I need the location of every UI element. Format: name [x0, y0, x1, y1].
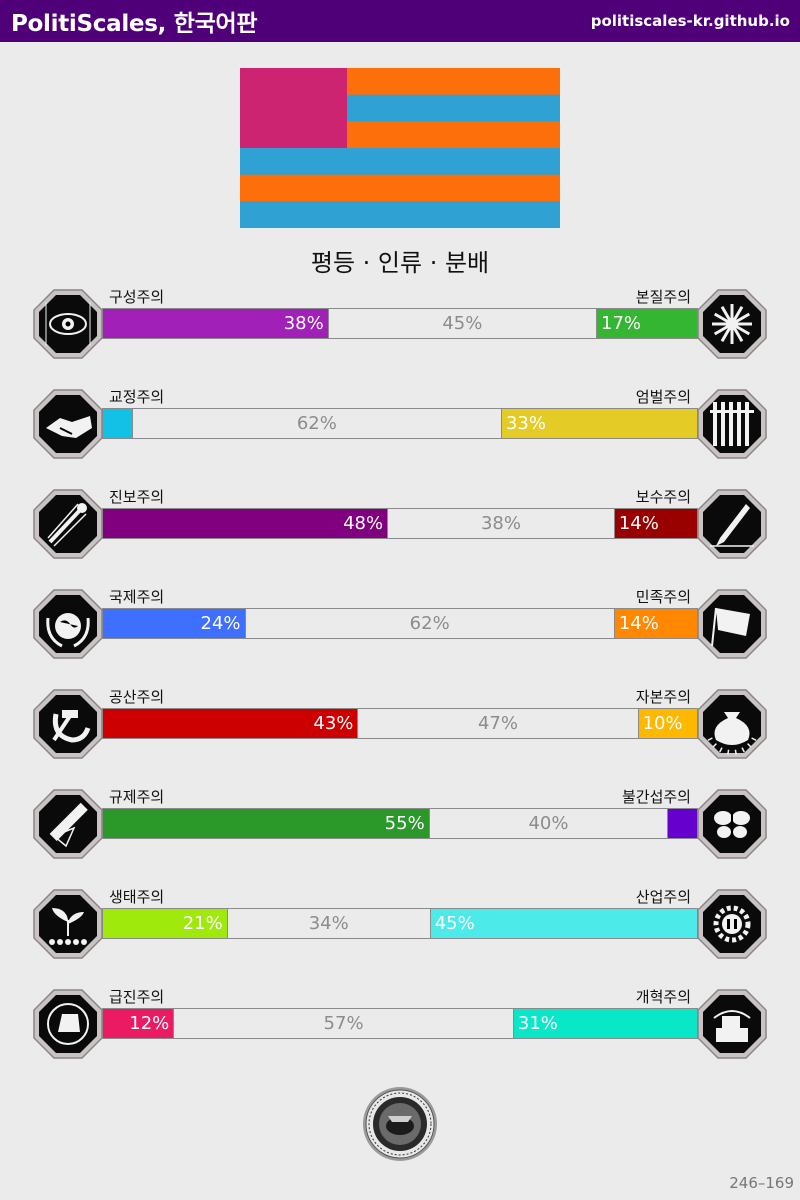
axis-row: 24% 62% 14% 국제주의 민족주의: [0, 588, 800, 678]
axis-left-label: 국제주의: [109, 588, 165, 606]
flag-icon: [696, 588, 768, 660]
axis-row: 21% 34% 45% 생태주의 산업주의: [0, 888, 800, 978]
axis-bar: 38% 45% 17%: [102, 308, 698, 339]
axis-left-segment: 24%: [103, 609, 246, 638]
axis-left-segment: 21%: [103, 909, 228, 938]
axis-right-label: 보수주의: [635, 488, 691, 506]
axis-neutral-segment: 38%: [480, 513, 521, 534]
axis-neutral-segment: 47%: [477, 713, 518, 734]
top-bar: PolitiScales, 한국어판 politiscales-kr.githu…: [0, 0, 800, 42]
axis-bar: 43% 47% 10%: [102, 708, 698, 739]
result-flag: [240, 68, 560, 228]
axis-row: 38% 45% 17% 구성주의 본질주의: [0, 288, 800, 378]
axis-bar: 55% 40%: [102, 808, 698, 839]
axis-right-segment: 10%: [637, 709, 697, 738]
axis-left-label: 공산주의: [109, 688, 165, 706]
axis-neutral-segment: 62%: [409, 613, 450, 634]
axis-right-label: 자본주의: [635, 688, 691, 706]
axis-right-label: 산업주의: [635, 888, 691, 906]
flag-stripe: [240, 148, 560, 176]
axis-bar: 24% 62% 14%: [102, 608, 698, 639]
eye-icon: [32, 288, 104, 360]
axis-bar: 21% 34% 45%: [102, 908, 698, 939]
axis-bar: 12% 57% 31%: [102, 1008, 698, 1039]
gear-icon: [696, 888, 768, 960]
axis-neutral-segment: 40%: [528, 813, 569, 834]
seal-emblem-icon: [363, 1087, 437, 1161]
axis-neutral-segment: 57%: [323, 1013, 364, 1034]
axis-left-segment: 38%: [103, 309, 329, 338]
hammer-sickle-icon: [32, 688, 104, 760]
globe-wreath-icon: [32, 588, 104, 660]
axis-right-label: 엄벌주의: [635, 388, 691, 406]
axis-right-segment: 17%: [596, 309, 697, 338]
site-url-link[interactable]: politiscales-kr.github.io: [590, 12, 790, 30]
axis-right-label: 본질주의: [635, 288, 691, 306]
axis-left-segment: 48%: [103, 509, 389, 538]
axis-right-segment: 14%: [613, 509, 697, 538]
fist-icon: [32, 988, 104, 1060]
money-bag-icon: [696, 688, 768, 760]
axis-right-label: 민족주의: [635, 588, 691, 606]
axis-left-segment: [103, 409, 133, 438]
flower-icon: [696, 288, 768, 360]
comet-icon: [32, 488, 104, 560]
sprout-icon: [32, 888, 104, 960]
axis-left-label: 교정주의: [109, 388, 165, 406]
axis-neutral-segment: 45%: [442, 313, 483, 334]
axis-row: 62% 33% 교정주의 엄벌주의: [0, 388, 800, 478]
ballot-box-icon: [696, 988, 768, 1060]
axis-left-segment: 43%: [103, 709, 359, 738]
axis-neutral-segment: 62%: [296, 413, 337, 434]
ideology-title: 평등 · 인류 · 분배: [310, 249, 490, 277]
axis-row: 48% 38% 14% 진보주의 보수주의: [0, 488, 800, 578]
butterfly-icon: [696, 788, 768, 860]
axis-left-segment: 55%: [103, 809, 430, 838]
axis-row: 12% 57% 31% 급진주의 개혁주의: [0, 988, 800, 1078]
axis-right-label: 개혁주의: [635, 988, 691, 1006]
axis-left-segment: 12%: [103, 1009, 175, 1038]
axis-right-segment: 45%: [429, 909, 697, 938]
ruler-icon: [32, 788, 104, 860]
axis-right-segment: 14%: [613, 609, 697, 638]
axis-left-label: 진보주의: [109, 488, 165, 506]
axis-neutral-segment: 34%: [308, 913, 349, 934]
flag-stripe: [240, 201, 560, 228]
axis-bar: 48% 38% 14%: [102, 508, 698, 539]
axis-left-label: 생태주의: [109, 888, 165, 906]
axis-bar: 62% 33%: [102, 408, 698, 439]
flag-canton: [240, 68, 347, 148]
axis-right-segment: 31%: [512, 1009, 697, 1038]
flag-stripe: [240, 174, 560, 202]
handshake-icon: [32, 388, 104, 460]
axis-row: 43% 47% 10% 공산주의 자본주의: [0, 688, 800, 778]
axis-right-label: 불간섭주의: [621, 788, 691, 806]
prison-bars-icon: [696, 388, 768, 460]
axis-right-segment: 33%: [500, 409, 697, 438]
axis-left-label: 급진주의: [109, 988, 165, 1006]
axis-left-label: 구성주의: [109, 288, 165, 306]
app-title: PolitiScales, 한국어판: [11, 11, 258, 37]
axis-left-label: 규제주의: [109, 788, 165, 806]
result-code: 246–169: [729, 1174, 794, 1192]
axis-right-segment: [667, 809, 697, 838]
axis-row: 55% 40% 규제주의 불간섭주의: [0, 788, 800, 878]
quill-pen-icon: [696, 488, 768, 560]
